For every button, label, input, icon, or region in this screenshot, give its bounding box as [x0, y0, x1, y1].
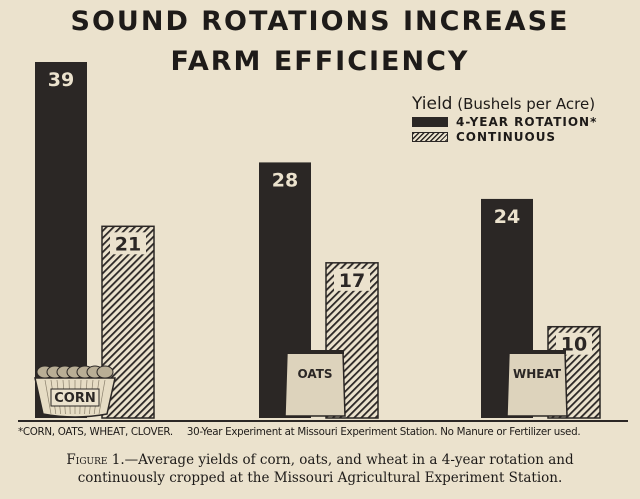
- wheat-illustration: WHEAT: [506, 350, 568, 417]
- footnote: *CORN, OATS, WHEAT, CLOVER. 30-Year Exper…: [18, 426, 581, 438]
- footnote-source: 30-Year Experiment at Missouri Experimen…: [186, 426, 581, 438]
- legend-unit: (Bushels per Acre): [457, 95, 596, 113]
- figure-caption: Figure 1.—Average yields of corn, oats, …: [0, 451, 640, 487]
- chart-title-line2: FARM EFFICIENCY: [170, 46, 470, 77]
- data-label: 28: [272, 169, 298, 191]
- legend-heading: Yield (Bushels per Acre): [412, 94, 597, 114]
- corn-illustration: CORN: [34, 365, 116, 418]
- footnote-divider: [18, 420, 628, 422]
- chart-title-line1: SOUND ROTATIONS INCREASE: [70, 6, 570, 37]
- category-label: WHEAT: [513, 367, 562, 381]
- bar-chart: 39 21 28 17 24 10 CORN OATS WHEAT: [34, 62, 601, 419]
- caption-line1: —Average yields of corn, oats, and wheat…: [124, 452, 574, 468]
- category-label: OATS: [297, 367, 332, 381]
- data-label: 17: [339, 270, 365, 292]
- oats-illustration: OATS: [284, 350, 346, 417]
- data-label-bg: [556, 332, 592, 355]
- legend-item-continuous: CONTINUOUS: [412, 129, 597, 144]
- data-label: 24: [494, 206, 520, 228]
- legend-heading-label: Yield: [412, 94, 453, 114]
- legend-swatch-hatched: [412, 131, 448, 142]
- footnote-rotation: *CORN, OATS, WHEAT, CLOVER.: [18, 426, 173, 438]
- data-label: 39: [48, 69, 74, 91]
- category-label: CORN: [54, 391, 95, 406]
- caption-line2: continuously cropped at the Missouri Agr…: [77, 470, 563, 486]
- data-label: 10: [561, 334, 587, 356]
- legend-swatch-solid: [412, 116, 448, 127]
- legend: Yield (Bushels per Acre) 4-YEAR ROTATION…: [412, 94, 597, 144]
- bar-corn-rotation: [35, 62, 87, 418]
- figure-number: Figure 1.: [66, 452, 125, 468]
- legend-item-rotation: 4-YEAR ROTATION*: [412, 114, 597, 129]
- data-label-bg: [110, 232, 146, 255]
- data-label: 21: [115, 233, 141, 255]
- data-label-bg: [334, 268, 370, 291]
- legend-label: 4-YEAR ROTATION*: [456, 114, 598, 129]
- legend-label: CONTINUOUS: [456, 129, 557, 144]
